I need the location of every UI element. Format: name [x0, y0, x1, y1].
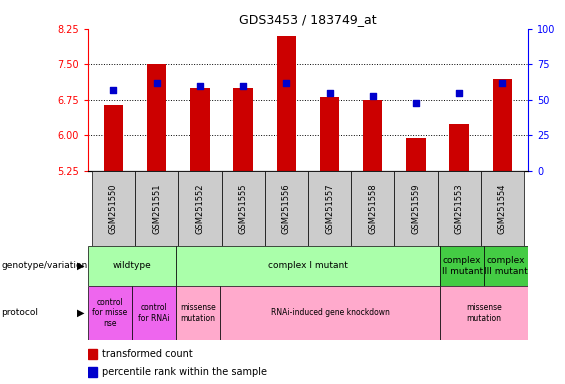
Bar	[147, 64, 167, 171]
Bar	[88, 286, 132, 340]
Text: wildtype: wildtype	[112, 262, 151, 270]
Bar	[179, 171, 221, 246]
Bar	[135, 171, 179, 246]
Bar	[320, 98, 339, 171]
Point	[325, 90, 334, 96]
Text: GSM251550: GSM251550	[109, 183, 118, 233]
Point	[411, 99, 420, 106]
Point	[498, 80, 507, 86]
Text: GSM251557: GSM251557	[325, 183, 334, 233]
Bar	[92, 171, 135, 246]
Text: protocol: protocol	[1, 308, 38, 318]
Bar	[220, 286, 440, 340]
Text: percentile rank within the sample: percentile rank within the sample	[102, 367, 267, 377]
Bar	[104, 104, 123, 171]
Text: ▶: ▶	[77, 308, 85, 318]
Text: ▶: ▶	[77, 261, 85, 271]
Title: GDS3453 / 183749_at: GDS3453 / 183749_at	[239, 13, 377, 26]
Text: control
for RNAi: control for RNAi	[138, 303, 169, 323]
Bar	[88, 367, 97, 377]
Bar	[233, 88, 253, 171]
Bar	[88, 246, 176, 286]
Point	[152, 80, 161, 86]
Text: genotype/variation: genotype/variation	[1, 262, 88, 270]
Text: RNAi-induced gene knockdown: RNAi-induced gene knockdown	[271, 308, 389, 318]
Text: complex
III mutant: complex III mutant	[484, 256, 528, 276]
Text: GSM251555: GSM251555	[238, 183, 247, 233]
Point	[368, 93, 377, 99]
Text: GSM251551: GSM251551	[152, 183, 161, 233]
Bar	[437, 171, 481, 246]
Point	[282, 80, 291, 86]
Text: GSM251553: GSM251553	[455, 183, 464, 233]
Text: GSM251554: GSM251554	[498, 183, 507, 233]
Bar	[88, 349, 97, 359]
Bar	[440, 286, 528, 340]
Bar	[221, 171, 265, 246]
Text: control
for misse
nse: control for misse nse	[92, 298, 127, 328]
Text: GSM251558: GSM251558	[368, 183, 377, 233]
Bar	[308, 171, 351, 246]
Text: GSM251556: GSM251556	[282, 183, 291, 233]
Text: missense
mutation: missense mutation	[180, 303, 216, 323]
Text: GSM251552: GSM251552	[195, 183, 205, 233]
Bar	[132, 286, 176, 340]
Bar	[440, 246, 484, 286]
Point	[109, 87, 118, 93]
Bar	[406, 138, 425, 171]
Bar	[351, 171, 394, 246]
Bar	[363, 100, 383, 171]
Bar	[265, 171, 308, 246]
Bar	[484, 246, 528, 286]
Text: complex I mutant: complex I mutant	[268, 262, 348, 270]
Text: missense
mutation: missense mutation	[466, 303, 502, 323]
Point	[238, 83, 247, 89]
Text: complex
II mutant: complex II mutant	[442, 256, 483, 276]
Bar	[493, 79, 512, 171]
Point	[455, 90, 464, 96]
Text: transformed count: transformed count	[102, 349, 193, 359]
Bar	[176, 246, 440, 286]
Bar	[176, 286, 220, 340]
Bar	[394, 171, 437, 246]
Bar	[449, 124, 469, 171]
Text: GSM251559: GSM251559	[411, 183, 420, 233]
Bar	[190, 88, 210, 171]
Bar	[277, 36, 296, 171]
Point	[195, 83, 205, 89]
Bar	[481, 171, 524, 246]
